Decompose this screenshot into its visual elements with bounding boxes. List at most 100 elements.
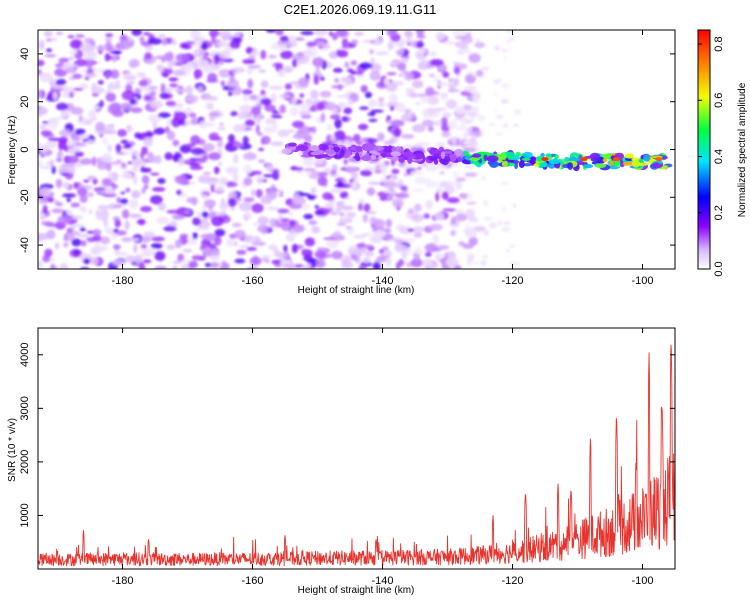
noise-cell [433,107,447,111]
noise-cell [452,136,457,147]
noise-cell [326,238,339,249]
noise-cell [368,118,378,123]
signal-cell [309,145,320,152]
noise-cell [176,102,183,109]
noise-cell [279,35,290,42]
noise-cell [356,141,363,146]
signal-cell [564,156,570,163]
noise-cell [467,226,475,230]
noise-cell [249,94,259,101]
noise-cell [44,54,57,58]
noise-cell [334,118,342,129]
noise-cell [113,50,122,55]
noise-cell [313,74,319,85]
noise-cell [339,216,350,222]
spectrogram-y-ticks: -40 -20 0 20 40 [19,48,675,253]
noise-cell [103,217,108,227]
noise-cell [74,151,84,157]
noise-cell [464,164,474,169]
noise-cell [335,200,345,208]
noise-cell [465,32,472,37]
noise-cell [501,83,510,89]
noise-cell [354,31,364,36]
noise-cell [262,225,267,235]
signal-cell [429,147,440,156]
noise-cell [297,51,304,57]
noise-cell [244,119,256,127]
noise-cell [103,129,117,135]
noise-cell [369,57,376,65]
noise-cell [202,220,211,230]
noise-cell [366,187,376,196]
noise-cell [329,188,344,194]
noise-cell [45,38,53,42]
noise-cell [426,95,440,106]
signal-cell [333,146,341,153]
noise-cell [42,204,48,215]
noise-cell [334,230,342,236]
noise-cell [446,197,460,204]
noise-cell [505,30,514,34]
noise-cell [435,32,446,40]
noise-cell [424,243,438,253]
noise-cell [242,58,256,65]
noise-cell [54,68,68,77]
noise-cell [178,157,184,167]
noise-cell [247,78,254,89]
noise-cell [350,70,357,75]
noise-cell [70,39,83,50]
colorbar-tick-label: 0.0 [713,261,725,276]
noise-cell [336,207,342,213]
noise-cell [208,132,220,141]
noise-cell [330,212,339,216]
noise-cell [489,222,497,229]
noise-cell [393,128,402,138]
noise-cell [234,258,246,264]
noise-cell [183,210,191,214]
signal-cell [545,153,552,157]
noise-cell [425,91,440,95]
noise-cell [197,85,203,94]
noise-cell [265,164,274,172]
signal-cell [333,154,343,159]
noise-cell [445,99,457,110]
noise-cell [190,117,199,126]
noise-cell [72,223,85,228]
noise-cell [40,166,54,169]
noise-cell [112,172,119,182]
noise-cell [84,73,98,78]
noise-cell [403,173,409,177]
noise-cell [360,85,368,93]
noise-cell [162,73,169,78]
signal-cell [567,162,574,170]
noise-cell [390,105,395,111]
noise-cell [233,241,238,247]
colorbar: 0.0 0.2 0.4 0.6 0.8 Normalized spectral ampl… [697,29,748,277]
noise-cell [415,30,425,36]
noise-cell [283,244,288,253]
noise-cell [213,166,220,175]
signal-cell [602,158,608,163]
noise-cell [443,40,455,45]
noise-cell [242,94,249,102]
noise-cell [390,61,398,66]
noise-cell [229,40,241,49]
signal-cell [457,156,462,162]
noise-cell [146,151,154,158]
noise-cell [141,132,155,136]
signal-cell [523,163,532,167]
noise-cell [41,221,54,226]
noise-cell [58,58,64,67]
noise-cell [433,253,445,257]
noise-cell [261,135,271,145]
noise-cell [270,42,281,51]
noise-cell [498,78,502,83]
noise-cell [509,37,515,41]
noise-cell [265,206,280,211]
noise-cell [360,169,373,177]
noise-cell [275,30,284,36]
noise-cell [179,233,189,239]
noise-cell [476,69,484,78]
noise-cell [232,172,238,183]
noise-cell [353,134,361,143]
